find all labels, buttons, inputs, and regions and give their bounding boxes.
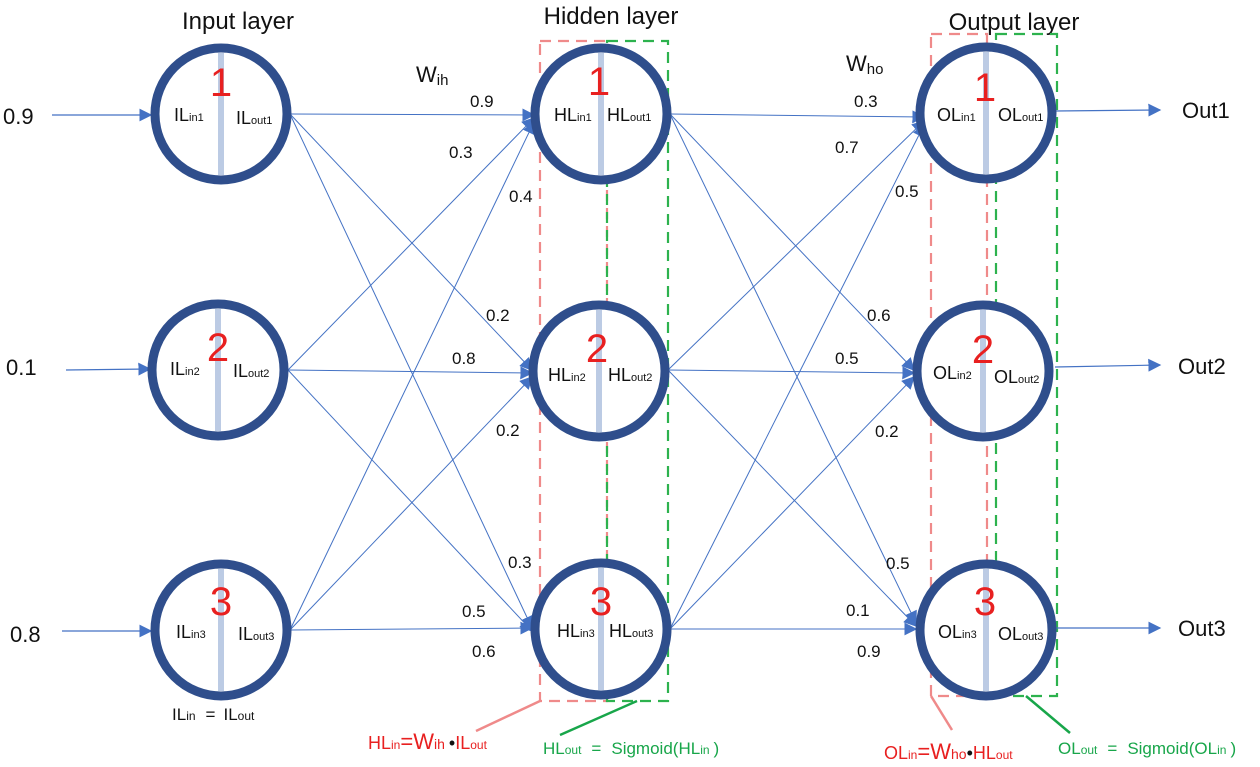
hidden-node-1-out-label: HLout1 — [607, 105, 651, 125]
input-node-3-out-label: ILout3 — [238, 624, 274, 644]
edge-i3-h1 — [289, 120, 535, 631]
output-node-1-out-label: OLout1 — [998, 105, 1043, 125]
hidden-layer-title: Hidden layer — [544, 3, 679, 30]
hl-out-callout-line — [559, 699, 638, 737]
input-node-2-in-label: ILin2 — [170, 359, 200, 379]
weight-ho-3-1: 0.5 — [895, 182, 919, 201]
edge-i2-h3 — [287, 369, 533, 632]
node-number: 2 — [207, 326, 229, 370]
weight-ih-3-1: 0.4 — [509, 187, 533, 206]
output-arrow-2 — [1054, 358, 1162, 372]
weight-ih-1-3: 0.3 — [508, 553, 532, 572]
weight-ho-1-3: 0.5 — [886, 554, 910, 573]
edge-i2-h2 — [287, 366, 534, 380]
formula-ol-out: OLout = Sigmoid(OLin) — [1058, 739, 1236, 758]
input-node-2: 2 ILin2 ILout2 — [147, 299, 289, 441]
input-arrow-2 — [65, 362, 152, 376]
edge-i2-h1 — [287, 117, 535, 371]
output-node-2-in-label: OLin2 — [933, 363, 972, 383]
weight-ho-3-3: 0.9 — [857, 642, 881, 661]
output-arrow-1 — [1054, 103, 1162, 117]
formula-ol-in: OLin=Who•HLout — [884, 739, 1013, 764]
output-node-3-out-label: OLout3 — [998, 624, 1043, 644]
node-number: 2 — [972, 328, 994, 372]
hidden-node-2-out-label: HLout2 — [608, 365, 652, 385]
weight-ih-1-2: 0.2 — [486, 306, 510, 325]
weight-ho-3-2: 0.2 — [875, 422, 899, 441]
edge-h1-o2 — [669, 113, 915, 371]
weight-ho-2-3: 0.1 — [846, 601, 870, 620]
weight-ho-1-1: 0.3 — [854, 92, 878, 111]
weight-ih-2-2: 0.8 — [452, 349, 476, 368]
input-value-3: 0.8 — [10, 622, 41, 647]
output-label-1: Out1 — [1182, 98, 1230, 123]
hl-in-callout-line — [475, 699, 541, 733]
hidden-output-connections — [667, 110, 926, 636]
edge-i1-h2 — [289, 113, 533, 371]
input-value-1: 0.9 — [3, 104, 34, 129]
node-number: 3 — [210, 580, 232, 624]
output-node-3-in-label: OLin3 — [938, 622, 977, 642]
output-label-3: Out3 — [1178, 616, 1226, 641]
output-node-1-in-label: OLin1 — [937, 105, 976, 125]
input-node-2-out-label: ILout2 — [233, 361, 269, 381]
hidden-node-2-in-label: HLin2 — [548, 365, 586, 385]
formula-hl-in: HLin=Wih •ILout — [368, 729, 488, 754]
edge-h2-o2 — [667, 366, 916, 380]
hidden-node-2: 2 HLin2 HLout2 — [528, 300, 670, 442]
output-layer-title: Output layer — [949, 9, 1080, 36]
formula-il: ILin = ILout — [172, 705, 255, 724]
input-node-1-out-label: ILout1 — [236, 108, 272, 128]
weight-ho-1-2: 0.6 — [867, 306, 891, 325]
weight-ih-2-3: 0.5 — [462, 602, 486, 621]
ol-in-callout-line — [929, 695, 954, 731]
input-node-1: 1 ILin1 ILout1 — [150, 43, 292, 185]
output-node-3: 3 OLin3 OLout3 — [915, 559, 1057, 701]
input-node-3-in-label: ILin3 — [176, 622, 206, 642]
input-node-1-in-label: ILin1 — [174, 105, 204, 125]
hidden-node-1-in-label: HLin1 — [554, 105, 592, 125]
who-label: Who — [846, 51, 883, 78]
edge-h3-o1 — [669, 123, 925, 630]
edge-i1-h3 — [289, 113, 533, 630]
weight-ih-3-2: 0.2 — [496, 421, 520, 440]
wih-label: Wih — [416, 62, 448, 89]
weight-ho-2-1: 0.7 — [835, 138, 859, 157]
edge-h2-o3 — [667, 369, 917, 627]
input-layer-title: Input layer — [182, 8, 294, 35]
edge-h1-o3 — [669, 113, 917, 625]
weight-ih-3-3: 0.6 — [472, 642, 496, 661]
input-hidden-connections — [287, 108, 536, 635]
hidden-node-3: 3 HLin3 HLout3 — [530, 558, 672, 700]
edge-h1-o1 — [669, 110, 926, 124]
node-number: 1 — [210, 61, 232, 105]
weight-ho-2-2: 0.5 — [835, 349, 859, 368]
input-value-2: 0.1 — [6, 355, 37, 380]
node-number: 1 — [974, 66, 996, 110]
edge-h2-o1 — [667, 120, 925, 371]
node-number: 2 — [586, 327, 608, 371]
formula-hl-out: HLout = Sigmoid(HLin) — [543, 739, 719, 758]
output-node-1: 1 OLin1 OLout1 — [915, 42, 1057, 184]
edge-i3-h2 — [289, 376, 533, 631]
output-node-2: 2 OLin2 OLout2 — [912, 300, 1054, 442]
output-label-2: Out2 — [1178, 354, 1226, 379]
edge-i1-h1 — [289, 108, 536, 122]
node-number: 3 — [974, 580, 996, 624]
hidden-node-3-in-label: HLin3 — [557, 621, 595, 641]
output-node-2-out-label: OLout2 — [994, 367, 1039, 387]
hidden-node-1: 1 HLin1 HLout1 — [530, 43, 672, 185]
hidden-node-3-out-label: HLout3 — [609, 621, 653, 641]
node-number: 3 — [590, 580, 612, 624]
input-node-3: 3 ILin3 ILout3 — [150, 559, 292, 701]
node-number: 1 — [588, 60, 610, 104]
weight-ih-1-1: 0.9 — [470, 92, 494, 111]
edge-h3-o2 — [669, 376, 915, 630]
edge-i3-h3 — [289, 621, 534, 635]
weight-ih-2-1: 0.3 — [449, 143, 473, 162]
ol-out-callout-line — [1025, 695, 1071, 734]
